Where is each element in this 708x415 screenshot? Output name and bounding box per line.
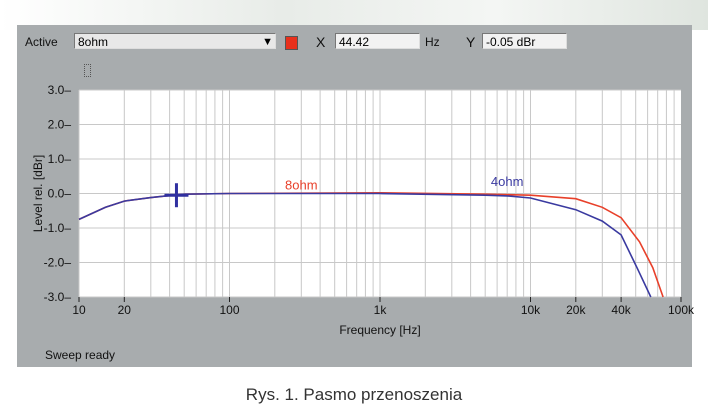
y-tick-label: -1.0–	[44, 221, 72, 235]
series-label-4ohm: 4ohm	[491, 174, 524, 189]
x-tick-label: 100k	[668, 303, 695, 317]
series-label-8ohm: 8ohm	[285, 177, 318, 192]
x-tick-label: 1k	[374, 303, 388, 317]
trace-color-swatch[interactable]	[285, 36, 298, 50]
active-label: Active	[25, 35, 58, 49]
x-tick-label: 20	[118, 303, 132, 317]
x-tick-label: 10k	[521, 303, 541, 317]
y-axis-label: Level rel. [dBr]	[31, 155, 45, 232]
x-tick-label: 10	[72, 303, 86, 317]
x-tick-label: 20k	[566, 303, 586, 317]
active-trace-value: 8ohm	[78, 35, 109, 49]
active-trace-select[interactable]: 8ohm ▼	[74, 33, 276, 49]
zoom-handle-icon[interactable]	[84, 64, 91, 77]
triangle-down-icon[interactable]: ▼	[262, 36, 273, 48]
figure-caption: Rys. 1. Pasmo przenoszenia	[245, 385, 463, 404]
y-tick-label: 2.0–	[48, 118, 72, 132]
x-tick-label: 40k	[611, 303, 631, 317]
y-tick-label: -2.0–	[44, 256, 72, 270]
x-label: X	[316, 34, 326, 50]
x-value-field[interactable]: 44.42	[335, 33, 420, 49]
y-tick-label: 3.0–	[48, 83, 72, 97]
status-text: Sweep ready	[45, 348, 116, 362]
x-unit: Hz	[425, 35, 440, 49]
y-tick-label: 0.0–	[48, 187, 72, 201]
x-axis-label: Frequency [Hz]	[339, 323, 420, 337]
y-tick-label: -3.0–	[44, 290, 72, 304]
x-tick-label: 100	[219, 303, 239, 317]
y-label: Y	[466, 34, 476, 50]
y-tick-label: 1.0–	[48, 152, 72, 166]
y-value-field[interactable]: -0.05 dBr	[482, 33, 567, 49]
series-line-4ohm	[78, 192, 652, 298]
